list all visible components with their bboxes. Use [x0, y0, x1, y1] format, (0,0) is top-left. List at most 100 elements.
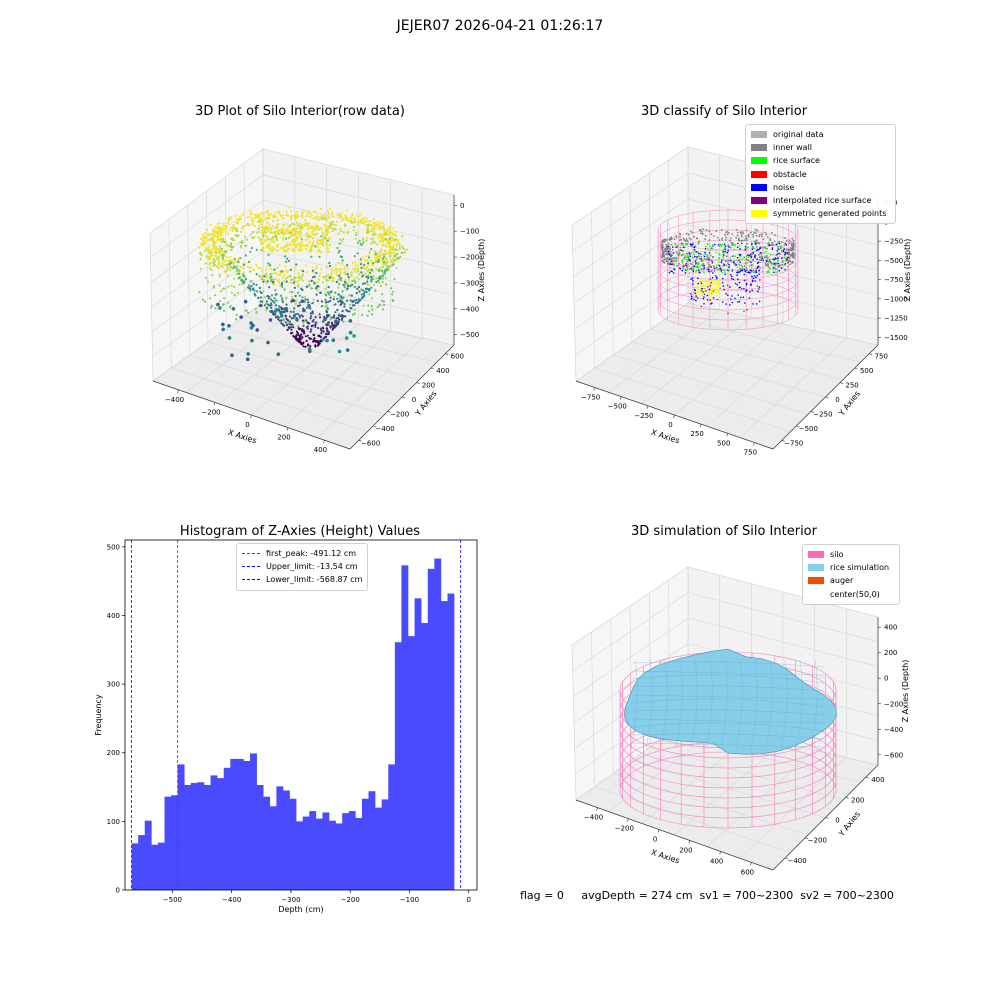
p1-point	[265, 246, 268, 249]
p1-point	[248, 216, 251, 219]
p1-point	[262, 241, 265, 244]
p1-point	[319, 291, 322, 294]
p1-point	[206, 280, 210, 283]
p1-point	[327, 212, 330, 215]
p1-point	[378, 269, 381, 272]
p1-point	[221, 254, 224, 257]
p1-point	[264, 225, 267, 229]
p1-point	[205, 255, 208, 258]
p2-wall-point	[767, 244, 770, 247]
p1-point	[353, 277, 356, 281]
p2-grid-side-h	[573, 198, 689, 278]
p1-x-tick	[213, 402, 216, 406]
p1-point	[221, 322, 225, 327]
p1-x-tick	[177, 389, 179, 393]
p2-wall-point	[785, 252, 788, 255]
p2-surface-point	[722, 268, 725, 271]
p1-point	[291, 331, 294, 334]
p1-point	[328, 291, 331, 294]
p1-point	[202, 243, 205, 246]
p1-side-wall	[149, 148, 264, 382]
p1-point	[295, 299, 298, 302]
p2-wall-point	[671, 254, 673, 257]
p1-point	[301, 275, 304, 278]
p1-point	[373, 242, 376, 245]
p1-point	[275, 315, 278, 318]
p1-point	[353, 312, 356, 315]
p1-point	[374, 241, 377, 244]
p1-point	[289, 209, 293, 213]
p2-wall-point	[669, 250, 672, 253]
p1-point	[296, 338, 299, 341]
p1-point	[332, 215, 335, 218]
p1-point	[325, 335, 328, 338]
p2-wall-point	[733, 260, 736, 263]
p1-point	[384, 264, 388, 267]
p1-point	[347, 275, 350, 278]
p2-wall-point	[777, 256, 779, 259]
p1-point	[322, 320, 325, 323]
p2-symm-point	[699, 286, 702, 289]
p1-point	[325, 309, 328, 312]
p2-surface-point	[728, 270, 730, 272]
p4-y-tick-label: 200	[851, 796, 864, 804]
p2-wall-point	[791, 256, 794, 258]
p1-point	[236, 229, 239, 233]
p1-point	[295, 213, 298, 216]
p1-point	[255, 215, 258, 218]
p1-point	[393, 259, 396, 262]
p2-wall-point	[760, 255, 763, 258]
p2-wall-point	[673, 263, 675, 266]
p2-surface-point	[680, 249, 683, 252]
p2-symm-point	[717, 280, 720, 283]
p1-point	[228, 259, 231, 262]
p2-wall-point	[766, 257, 769, 259]
p1-point	[242, 274, 245, 277]
p1-point	[346, 287, 349, 290]
p2-surface-point	[777, 266, 780, 268]
legend-item-center: center(50,0)	[808, 588, 894, 601]
p2-surface-point	[675, 265, 678, 267]
p2-noise-point	[690, 278, 692, 281]
p2-wall-point	[666, 238, 668, 241]
p1-point	[376, 255, 379, 258]
p2-surface-point	[738, 263, 740, 266]
p2-wall-point	[789, 240, 791, 242]
p1-point	[340, 318, 343, 321]
p1-point	[384, 283, 388, 286]
p2-wall-point	[785, 248, 788, 251]
p2-wall-point	[732, 242, 734, 245]
histogram-bar	[348, 811, 356, 890]
p2-noise-point	[758, 286, 761, 288]
p1-point	[249, 270, 252, 273]
p2-noise-point	[738, 281, 741, 284]
p1-point	[218, 250, 221, 253]
p1-point	[334, 224, 337, 227]
p1-point	[208, 251, 211, 254]
p2-wall-point	[688, 260, 691, 262]
p1-point	[304, 345, 307, 348]
p1-point	[377, 227, 380, 230]
p1-point	[321, 217, 324, 220]
p1-point	[317, 334, 320, 337]
p2-surface-point	[736, 266, 739, 269]
p1-point	[346, 284, 350, 287]
p1-point	[283, 250, 286, 253]
p2-surface-point	[784, 259, 787, 262]
p2-wall-point	[763, 256, 766, 259]
p1-point	[312, 280, 315, 283]
p2-noise-point	[721, 281, 724, 284]
p1-point	[316, 225, 320, 228]
p1-point	[370, 280, 373, 283]
p1-point	[322, 244, 325, 247]
p2-surface-point	[751, 243, 753, 246]
legend-item-lower-limit: Lower_limit: -568.87 cm	[242, 573, 362, 586]
p2-wall-point	[777, 241, 780, 244]
p1-point	[277, 223, 280, 226]
p1-point	[257, 215, 260, 218]
p1-point	[231, 307, 236, 311]
p2-wall-point	[724, 234, 726, 237]
p1-point	[328, 261, 331, 265]
p1-point	[218, 228, 221, 231]
p1-point	[286, 257, 289, 260]
